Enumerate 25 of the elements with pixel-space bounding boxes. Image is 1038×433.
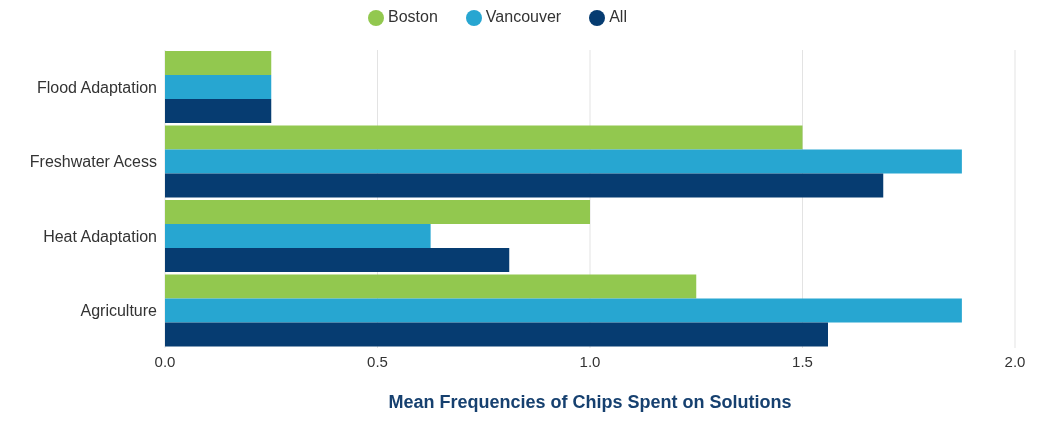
- legend-label: Vancouver: [485, 8, 562, 25]
- x-tick-label: 0.5: [367, 352, 388, 370]
- legend-label: All: [609, 8, 627, 25]
- y-tick-label: Agriculture: [80, 302, 158, 320]
- bar: [165, 51, 272, 75]
- bar: [165, 298, 962, 323]
- bar: [165, 149, 962, 174]
- x-tick-label: 2.0: [1004, 352, 1026, 370]
- y-tick-label: Heat Adaptation: [43, 227, 157, 245]
- x-tick-label: 0.0: [154, 352, 176, 370]
- bar: [165, 200, 590, 224]
- y-tick-label: Flood Adaptation: [36, 78, 157, 96]
- bar: [165, 322, 828, 347]
- x-tick-label: 1.5: [792, 352, 813, 370]
- bar: [165, 224, 431, 248]
- bar: [165, 75, 272, 99]
- bar: [165, 99, 272, 123]
- bar: [165, 248, 510, 272]
- y-tick-label: Freshwater Acess: [29, 153, 157, 171]
- legend-label: Boston: [388, 8, 438, 25]
- bar: [165, 173, 884, 198]
- bar: [165, 274, 697, 299]
- bar: [165, 125, 803, 150]
- x-axis-title: Mean Frequencies of Chips Spent on Solutions: [388, 392, 792, 412]
- x-tick-label: 1.0: [579, 352, 601, 370]
